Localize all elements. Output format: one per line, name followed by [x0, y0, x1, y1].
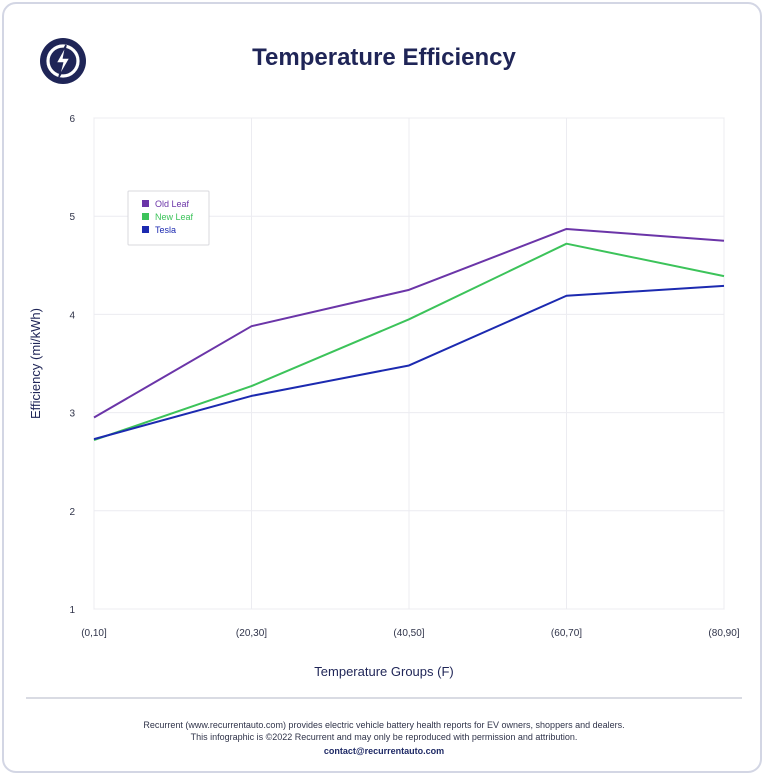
y-tick-label: 1: [69, 605, 75, 616]
legend-label: Tesla: [155, 225, 176, 235]
legend-swatch: [142, 213, 149, 220]
footer-text: Recurrent (www.recurrentauto.com) provid…: [0, 719, 768, 743]
line-chart: 1 2 3 4 5 6 (0,10] (20,30] (40,50] (60,70] (80,90]…: [28, 114, 740, 679]
y-tick-label: 3: [69, 409, 75, 420]
y-tick-label: 6: [69, 114, 75, 125]
x-tick-label: (20,30]: [236, 628, 267, 639]
footer-line-1: Recurrent (www.recurrentauto.com) provid…: [143, 720, 625, 730]
legend-label: New Leaf: [155, 212, 194, 222]
y-tick-label: 2: [69, 507, 75, 518]
y-tick-label: 5: [69, 212, 75, 223]
y-axis-label: Efficiency (mi/kWh): [28, 308, 43, 419]
legend-swatch: [142, 226, 149, 233]
legend-swatch: [142, 200, 149, 207]
infographic-frame: [2, 2, 762, 773]
legend-label: Old Leaf: [155, 199, 190, 209]
footer-line-2: This infographic is ©2022 Recurrent and …: [190, 732, 578, 742]
x-tick-label: (40,50]: [393, 628, 424, 639]
x-tick-label: (0,10]: [81, 628, 107, 639]
footer-divider: [26, 697, 742, 699]
x-axis-label: Temperature Groups (F): [314, 664, 453, 679]
x-tick-label: (80,90]: [708, 628, 739, 639]
x-tick-label: (60,70]: [551, 628, 582, 639]
page-title: Temperature Efficiency: [252, 44, 516, 71]
lightning-bolt-icon: [40, 38, 86, 84]
y-tick-label: 4: [69, 310, 75, 321]
contact-email-link[interactable]: contact@recurrentauto.com: [323, 746, 445, 756]
